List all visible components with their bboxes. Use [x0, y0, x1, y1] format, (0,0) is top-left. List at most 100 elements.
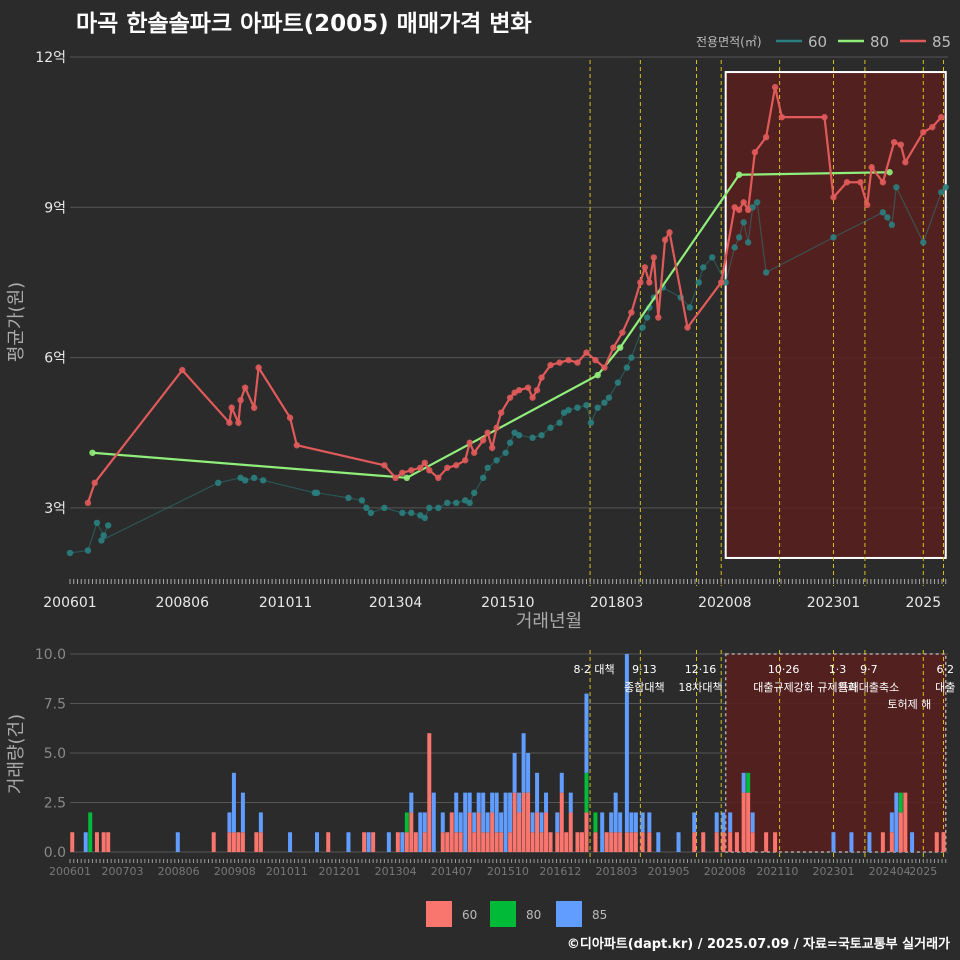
series-60-point: [426, 504, 433, 512]
series-85-point: [462, 457, 469, 464]
series-85-point: [863, 201, 871, 209]
series-85-point: [890, 138, 898, 146]
volume-bar-60: [640, 832, 645, 853]
series-60-point: [515, 432, 523, 439]
legend-label-60: 60: [808, 33, 827, 51]
series-60-point: [367, 509, 375, 517]
series-60-point: [614, 379, 622, 386]
series-85-point: [529, 394, 536, 401]
series-85-point: [821, 113, 828, 121]
volume-bar-60: [494, 832, 499, 853]
credit-text: ©디아파트(dapt.kr) / 2025.07.09 / 자료=국토교통부 실…: [566, 937, 950, 952]
volume-bar-60: [530, 832, 535, 853]
volume-bar-60: [604, 832, 609, 853]
annotation-date: 1·3: [829, 663, 847, 676]
volume-bar-85: [741, 772, 746, 793]
volume-bar-85: [409, 792, 414, 813]
series-60-point: [700, 264, 707, 271]
volume-xtick-label: 201510: [487, 865, 529, 878]
volume-bar-60: [593, 832, 598, 853]
series-60-point: [444, 499, 451, 507]
volume-bar-60: [211, 832, 216, 853]
volume-bar-60: [568, 812, 573, 853]
volume-ytick-label: 7.5: [44, 696, 66, 712]
series-60-point: [628, 354, 635, 361]
series-85-point: [661, 236, 669, 244]
series-60-point: [920, 239, 927, 246]
series-60-point: [744, 239, 752, 246]
series-85-point: [857, 179, 864, 186]
series-80-point: [594, 371, 601, 379]
series-85-point: [421, 459, 428, 466]
series-85-point: [417, 464, 424, 471]
price-ytick-label: 6억: [44, 351, 66, 367]
bar-legend-label-85: 85: [592, 908, 607, 922]
series-60-point: [66, 549, 74, 557]
volume-bar-60: [880, 832, 885, 853]
series-85-point: [91, 479, 98, 487]
volume-bar-80: [746, 772, 751, 793]
series-60-point: [250, 474, 258, 482]
series-60-point: [363, 504, 370, 512]
series-85-point: [830, 194, 837, 201]
series-60-point: [547, 424, 554, 431]
volume-bar-60: [579, 832, 584, 853]
series-60-point: [753, 199, 761, 206]
volume-bar-85: [539, 812, 544, 833]
volume-bar-60: [94, 832, 99, 853]
series-85-point: [538, 374, 545, 381]
series-85-point: [228, 404, 235, 411]
series-85-point: [466, 439, 473, 446]
volume-bar-85: [240, 792, 245, 833]
volume-bar-85: [499, 812, 504, 833]
series-60-point: [104, 522, 112, 529]
volume-ytick-label: 0.0: [44, 845, 66, 861]
volume-bar-60: [440, 832, 445, 853]
volume-bar-85: [721, 812, 726, 833]
volume-bar-60: [609, 832, 614, 853]
series-60-point: [100, 532, 107, 539]
volume-bar-85: [530, 812, 535, 833]
series-60-point: [639, 324, 646, 331]
volume-bar-60: [404, 832, 409, 853]
bar-legend-swatch-60: [426, 901, 452, 927]
volume-bar-60: [485, 832, 490, 853]
volume-bar-85: [227, 812, 232, 833]
volume-bar-60: [454, 832, 459, 853]
series-60-point: [358, 497, 366, 504]
series-85-point: [179, 366, 186, 374]
series-60-point: [259, 477, 267, 484]
volume-xtick-label: 201407: [431, 865, 473, 878]
volume-bar-85: [476, 792, 481, 813]
volume-bar-60: [231, 832, 236, 853]
volume-bar-60: [236, 832, 241, 853]
volume-xtick-label: 200806: [158, 865, 200, 878]
bar-legend-label-80: 80: [526, 908, 541, 922]
volume-bar-85: [728, 812, 733, 833]
series-60-point: [879, 209, 887, 216]
volume-bar-60: [395, 832, 400, 853]
price-ytick-label: 3억: [44, 501, 66, 517]
volume-bar-85: [629, 812, 634, 833]
volume-bar-60: [903, 792, 908, 853]
series-85-point: [241, 384, 249, 391]
volume-bar-85: [400, 832, 405, 853]
volume-bar-85: [346, 832, 351, 853]
volume-xtick-label: 200908: [214, 865, 256, 878]
volume-bar-60: [371, 832, 376, 853]
volume-bar-85: [485, 812, 490, 833]
volume-bar-60: [467, 812, 472, 853]
volume-bar-60: [618, 832, 623, 853]
price-xtick-label: 201304: [369, 595, 423, 611]
volume-bar-60: [898, 812, 903, 853]
series-85-point: [628, 309, 635, 316]
series-85-point: [610, 344, 617, 351]
volume-bar-60: [521, 792, 526, 853]
volume-bar-60: [692, 832, 697, 853]
series-85-point: [226, 419, 233, 426]
volume-bar-60: [472, 832, 477, 853]
price-xtick-label: 202301: [807, 595, 860, 611]
series-85-point: [470, 449, 478, 456]
price-xtick-label: 201803: [590, 595, 643, 611]
series-85-point: [515, 386, 523, 394]
